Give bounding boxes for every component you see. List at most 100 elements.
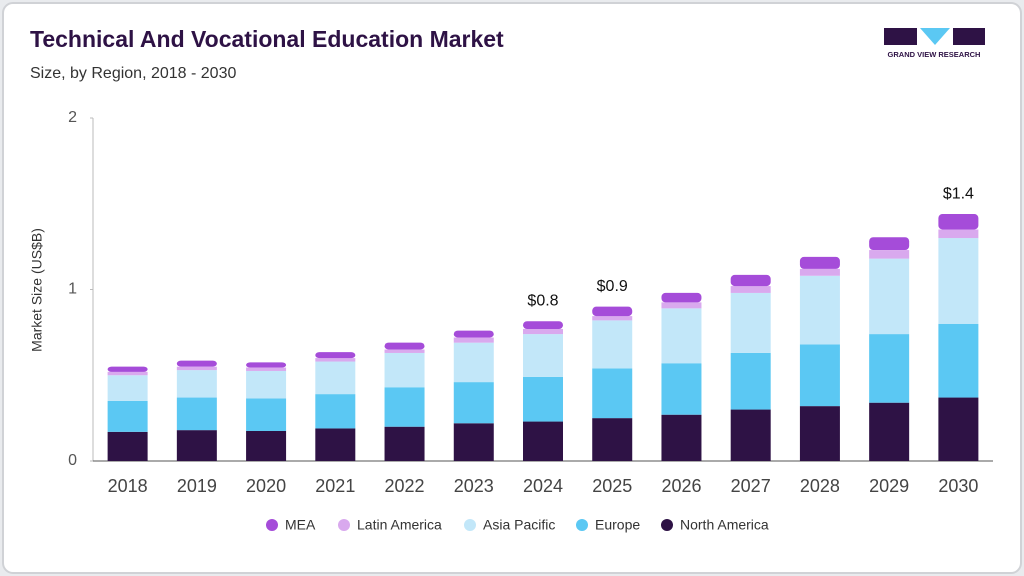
bar-segment [246, 430, 287, 461]
y-tick-label: 1 [68, 281, 77, 298]
bar-segment [315, 352, 356, 359]
bar-segment [176, 366, 217, 371]
bar-segment [799, 275, 840, 345]
bar-segment [799, 268, 840, 276]
x-tick-label: 2019 [177, 476, 217, 496]
bar-segment [938, 323, 979, 398]
x-tick-label: 2028 [800, 476, 840, 496]
y-tick-label: 0 [68, 452, 77, 469]
bar-segment [938, 229, 979, 239]
bar-segment [523, 376, 563, 422]
legend-swatch [576, 519, 588, 531]
bar-segment [176, 430, 217, 461]
bar-segment [384, 352, 425, 388]
legend-swatch [464, 519, 476, 531]
x-tick-label: 2020 [246, 476, 286, 496]
bar-segment [592, 306, 633, 317]
bar-segment [315, 394, 356, 429]
legend-label: North America [680, 517, 769, 533]
logo-block [884, 28, 917, 45]
bar-segment [869, 334, 910, 403]
bar-segment [730, 274, 771, 287]
x-tick-label: 2027 [731, 476, 771, 496]
bar-segment [176, 360, 217, 367]
bar-segment [315, 361, 356, 395]
legend-label: Latin America [357, 517, 442, 533]
legend-label: Europe [595, 517, 640, 533]
bar-segment [453, 330, 494, 338]
bar-segment [107, 366, 148, 372]
bar-segment [661, 302, 702, 309]
total-label: $0.9 [597, 278, 628, 295]
bar-segment [799, 344, 840, 407]
bar-segment [730, 352, 771, 410]
x-tick-label: 2024 [523, 476, 563, 496]
bar-segment [384, 349, 425, 353]
total-label: $0.8 [527, 292, 558, 309]
bar-segment [523, 421, 563, 461]
bar-segment [384, 387, 425, 427]
logo: GRAND VIEW RESEARCH [884, 28, 985, 59]
x-tick-label: 2026 [661, 476, 701, 496]
bar-segment [384, 426, 425, 461]
chart-subtitle: Size, by Region, 2018 - 2030 [30, 65, 236, 82]
legend-swatch [661, 519, 673, 531]
bar-segment [453, 423, 494, 461]
x-tick-label: 2029 [869, 476, 909, 496]
bar-segment [453, 342, 494, 383]
bar-segment [107, 375, 148, 401]
bar-segment [592, 316, 633, 321]
bar-segment [246, 398, 287, 431]
chart-title: Technical And Vocational Education Marke… [30, 26, 504, 52]
bar-segment [453, 382, 494, 424]
logo-block [953, 28, 985, 45]
x-tick-label: 2018 [108, 476, 148, 496]
bar-segment [869, 402, 910, 461]
total-label: $1.4 [943, 185, 974, 202]
x-tick-label: 2021 [315, 476, 355, 496]
bar-segment [799, 256, 840, 269]
bar-segment [869, 237, 910, 251]
bar-segment [730, 286, 771, 293]
bar-segment [938, 214, 979, 230]
bar-segment [176, 370, 217, 398]
bar-segment [869, 258, 910, 335]
bar-segment [453, 337, 494, 343]
bar-segment [799, 406, 840, 461]
bar-segment [107, 371, 148, 376]
legend-swatch [266, 519, 278, 531]
bar-segment [869, 250, 910, 259]
legend-label: Asia Pacific [483, 517, 555, 533]
bar-segment [315, 358, 356, 362]
x-tick-label: 2023 [454, 476, 494, 496]
bar-segment [661, 292, 702, 303]
legend-swatch [338, 519, 350, 531]
bar-segment [107, 400, 148, 432]
bar-segment [730, 409, 771, 461]
bar-segment [315, 428, 356, 461]
bar-segment [176, 397, 217, 431]
bar-segment [246, 367, 287, 371]
logo-text: GRAND VIEW RESEARCH [888, 50, 981, 59]
bar-segment [384, 342, 425, 350]
bar-segment [661, 308, 702, 364]
bar-segment [523, 321, 563, 329]
y-axis-label: Market Size (US$B) [29, 228, 45, 352]
y-tick-label: 2 [68, 109, 77, 126]
logo-triangle [920, 28, 950, 45]
bar-segment [592, 320, 633, 369]
legend-label: MEA [285, 517, 316, 533]
bar-segment [938, 238, 979, 324]
bar-segment [246, 370, 287, 399]
bar-segment [592, 418, 633, 461]
bar-segment [592, 368, 633, 419]
bar-segment [730, 292, 771, 353]
bar-segment [246, 362, 287, 368]
x-tick-label: 2025 [592, 476, 632, 496]
bar-segment [523, 328, 563, 335]
bar-segment [938, 397, 979, 461]
bar-segment [523, 334, 563, 377]
bar-segment [661, 363, 702, 415]
x-tick-label: 2022 [385, 476, 425, 496]
